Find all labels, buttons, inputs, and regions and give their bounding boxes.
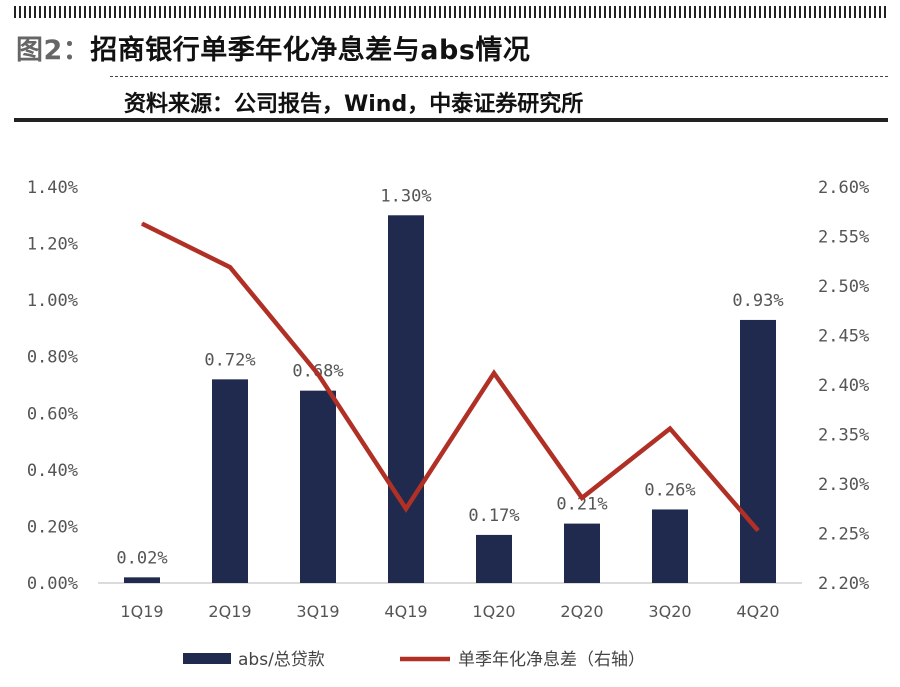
x-axis-tick-label: 1Q20 [472,602,515,621]
left-axis-tick-label: 1.20% [27,235,78,255]
left-axis-tick-label: 0.80% [27,348,78,368]
left-axis-tick-label: 0.00% [27,574,78,594]
right-axis: 2.20% 2.25% 2.30% 2.35% 2.40% 2.45% 2.50% 2.55%… [818,178,869,594]
x-axis: 1Q19 2Q19 3Q19 4Q19 1Q20 2Q20 3Q20 4Q20 [120,602,779,621]
line-point [493,372,495,374]
right-axis-tick-label: 2.35% [818,426,869,446]
left-axis-tick-label: 0.20% [27,517,78,537]
bar-data-labels: 0.02%0.72%0.68%1.30%0.17%0.21%0.26%0.93% [116,186,783,568]
left-axis-tick-label: 0.60% [27,404,78,424]
figure-label: 图2： [16,35,91,66]
bar [740,319,776,583]
right-axis-tick-label: 2.45% [818,327,869,347]
right-axis-tick-label: 2.30% [818,475,869,495]
bar-data-label: 0.02% [116,548,167,568]
legend-line-label: 单季年化净息差（右轴） [458,650,645,670]
left-axis-tick-label: 0.40% [27,461,78,481]
bar-data-label: 0.17% [468,506,519,526]
x-axis-tick-label: 2Q20 [560,602,603,621]
source-note: 资料来源：公司报告，Wind，中泰证券研究所 [124,92,584,117]
right-axis-tick-label: 2.25% [818,525,869,545]
line-point [141,223,143,225]
right-axis-tick-label: 2.20% [818,574,869,594]
right-axis-tick-label: 2.55% [818,228,869,248]
left-axis-tick-label: 1.00% [27,291,78,311]
line-point [669,428,671,430]
header-decoration [14,6,888,18]
legend: abs/总贷款 单季年化净息差（右轴） [183,650,645,670]
bar-series [124,215,776,584]
bar [564,523,600,583]
bar-data-label: 0.26% [644,480,695,500]
bar [652,509,688,583]
right-axis-tick-label: 2.60% [818,178,869,198]
bar [476,534,512,583]
line-point [405,508,407,510]
x-axis-tick-label: 4Q19 [384,602,427,621]
nim-line [141,221,760,533]
legend-bar-swatch [183,653,231,664]
header-rule [14,118,888,122]
line-point [317,373,319,375]
x-axis-tick-label: 4Q20 [736,602,779,621]
left-axis-tick-label: 1.40% [27,178,78,198]
x-axis-tick-label: 3Q20 [648,602,691,621]
right-axis-tick-label: 2.50% [818,277,869,297]
header-divider [110,76,888,77]
bar-data-label: 0.72% [204,350,255,370]
x-axis-tick-label: 3Q19 [296,602,339,621]
line-point [581,497,583,499]
bar [388,215,424,584]
left-axis: 0.00% 0.20% 0.40% 0.60% 0.80% 1.00% 1.20% 1.40% [27,178,78,594]
line-series [141,221,760,533]
figure-title: 图2：招商银行单季年化净息差与abs情况 [16,28,530,67]
right-axis-tick-label: 2.40% [818,376,869,396]
bar [300,390,336,583]
bar [212,379,248,583]
bar-data-label: 0.21% [556,495,607,515]
x-axis-tick-label: 2Q19 [208,602,251,621]
bar [124,577,160,583]
bar-data-label: 0.93% [732,291,783,311]
x-axis-tick-label: 1Q19 [120,602,163,621]
figure-title-text: 招商银行单季年化净息差与abs情况 [90,35,531,66]
line-point [229,266,231,268]
line-point [757,530,759,532]
bar-data-label: 1.30% [380,186,431,206]
legend-bar-label: abs/总贷款 [238,650,325,670]
